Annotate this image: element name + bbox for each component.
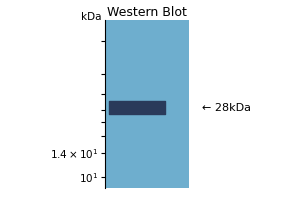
Text: ← 28kDa: ← 28kDa	[202, 103, 250, 113]
Text: kDa: kDa	[82, 12, 102, 22]
Title: Western Blot: Western Blot	[107, 6, 187, 19]
